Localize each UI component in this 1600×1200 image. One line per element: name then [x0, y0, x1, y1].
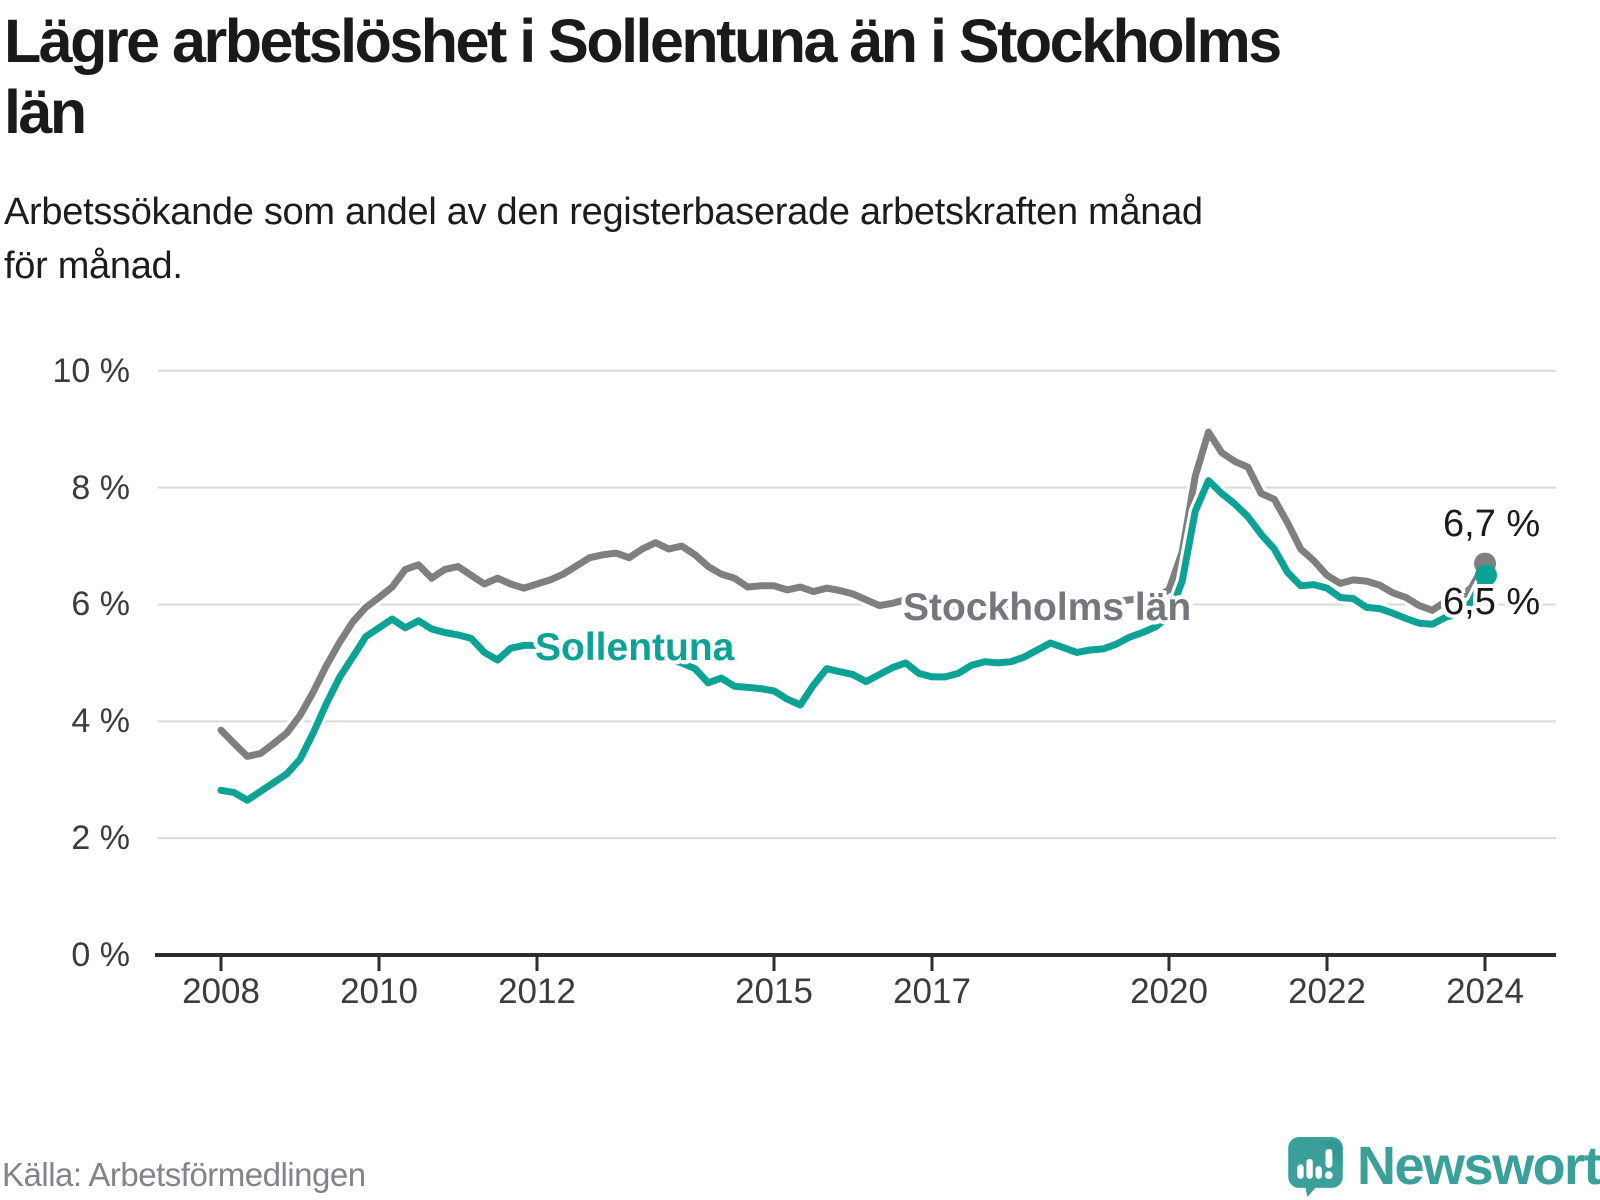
- x-tick-label: 2024: [1446, 972, 1524, 1011]
- y-tick-label: 4 %: [71, 702, 130, 741]
- newsworthy-speech-bubble-chart-icon: [1288, 1137, 1343, 1197]
- y-tick-label: 0 %: [71, 936, 130, 974]
- y-tick-label: 8 %: [71, 468, 130, 507]
- series-line-sollentuna: [217, 477, 1489, 804]
- series-label-stockholms-lan: Stockholms län: [903, 586, 1192, 629]
- x-tick-label: 2022: [1288, 972, 1366, 1011]
- x-tick-label: 2012: [498, 972, 576, 1011]
- series-lines: [214, 425, 1492, 807]
- series-label-sollentuna: Sollentuna: [535, 626, 735, 669]
- y-tick-label: 10 %: [52, 351, 131, 390]
- end-value-sollentuna: 6,5 %: [1443, 581, 1541, 623]
- x-axis: [155, 953, 1556, 971]
- x-tick-label: 2010: [340, 972, 418, 1011]
- gridlines: [158, 369, 1556, 840]
- source-note: Källa: Arbetsförmedlingen: [2, 1156, 366, 1193]
- x-tick-label: 2017: [893, 972, 971, 1011]
- y-tick-label: 6 %: [71, 585, 130, 624]
- series-line-stockholms-l-n: [217, 428, 1489, 760]
- x-tick-label: 2008: [182, 972, 260, 1011]
- x-tick-label: 2015: [735, 972, 813, 1011]
- x-tick-label: 2020: [1130, 972, 1208, 1011]
- page-title: Lägre arbetslöshet i Sollentuna än i Sto…: [4, 7, 1282, 147]
- brand-logo: Newsworthy: [1288, 1137, 1600, 1197]
- end-value-stockholms-lan: 6,7 %: [1443, 503, 1541, 545]
- end-dot-sollentuna: [1475, 564, 1497, 587]
- y-tick-label: 2 %: [71, 819, 130, 858]
- page-subtitle: Arbetssökande som andel av den registerb…: [4, 191, 1203, 287]
- brand-name: Newsworthy: [1357, 1136, 1600, 1196]
